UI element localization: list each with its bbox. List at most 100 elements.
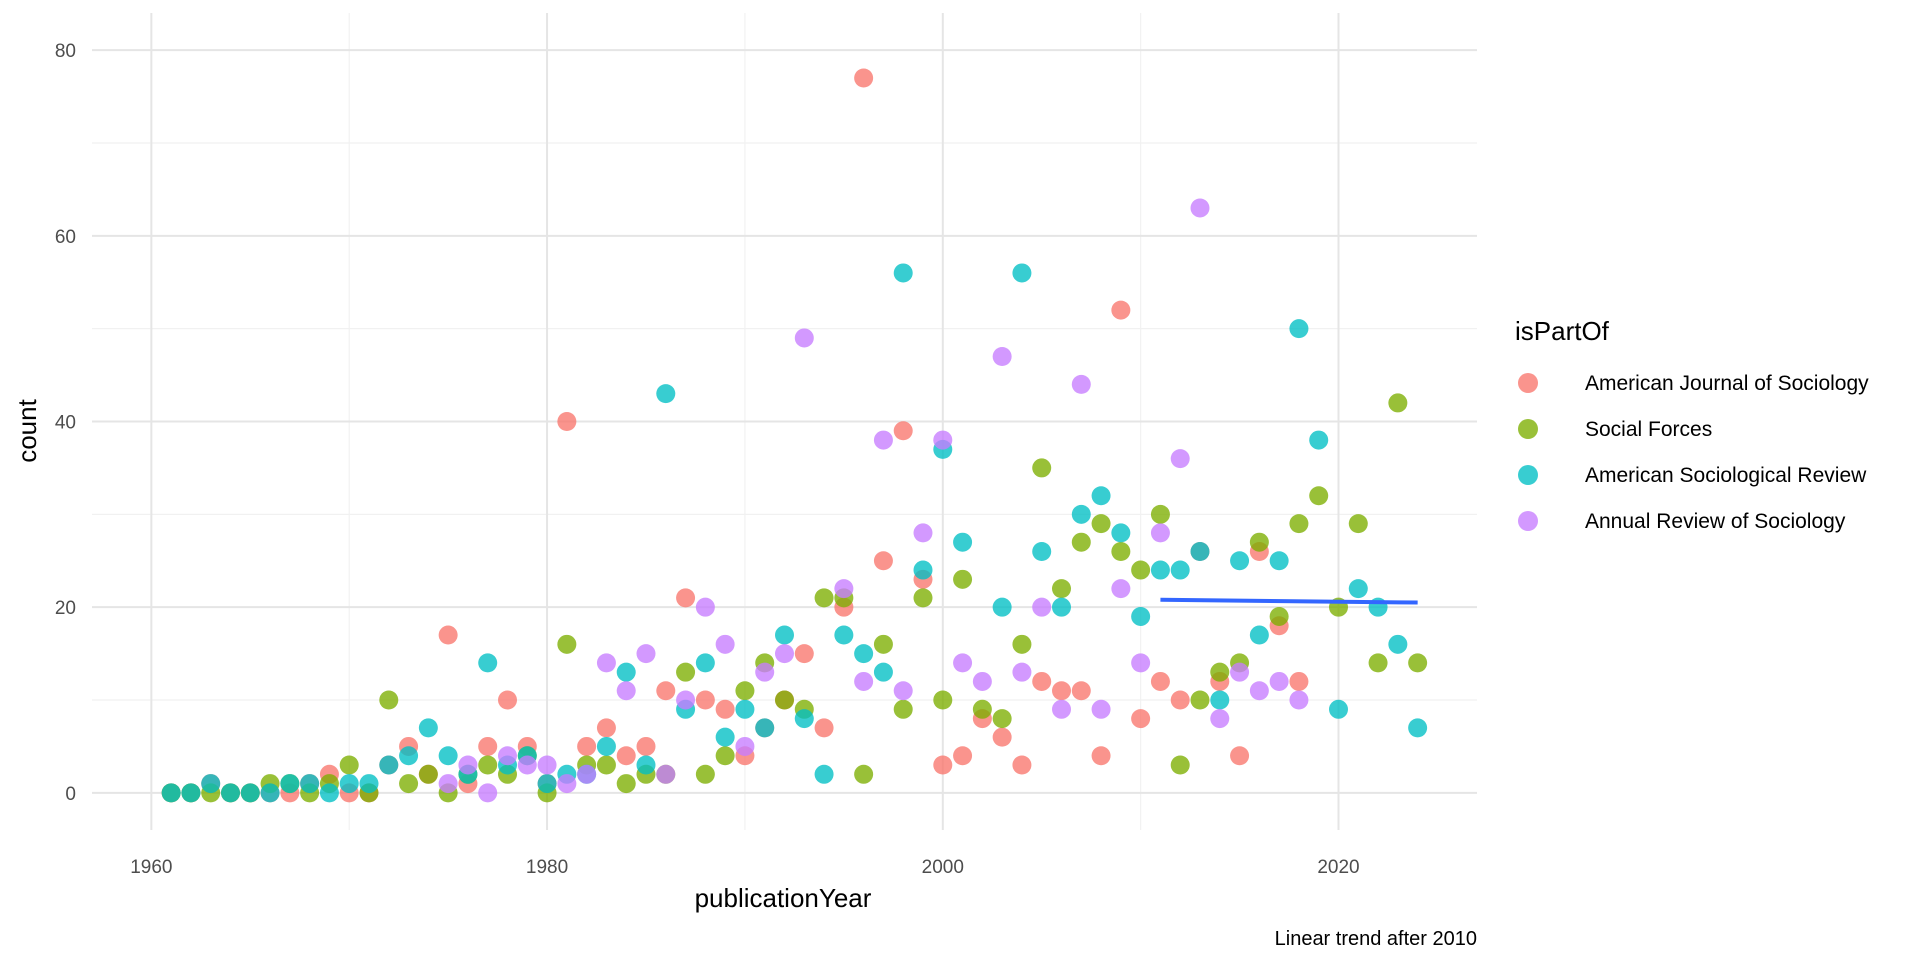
- data-point-social-forces: [972, 699, 992, 719]
- data-point-social-forces: [695, 764, 715, 784]
- data-point-american-sociological-review: [1348, 579, 1368, 599]
- data-point-american-sociological-review: [240, 783, 260, 803]
- data-point-american-journal-of-sociology: [953, 746, 973, 766]
- data-point-american-sociological-review: [1230, 551, 1250, 571]
- data-point-american-sociological-review: [953, 532, 973, 552]
- x-tick-label: 2000: [922, 857, 964, 878]
- data-point-social-forces: [715, 746, 735, 766]
- data-point-annual-review-of-sociology: [458, 755, 478, 775]
- data-point-american-sociological-review: [893, 263, 913, 283]
- data-point-annual-review-of-sociology: [735, 736, 755, 756]
- data-point-social-forces: [1210, 662, 1230, 682]
- data-point-annual-review-of-sociology: [1249, 681, 1269, 701]
- data-point-american-journal-of-sociology: [794, 644, 814, 664]
- legend-key: [1518, 419, 1538, 439]
- data-point-social-forces: [1408, 653, 1428, 673]
- data-point-american-journal-of-sociology: [1131, 709, 1151, 729]
- data-point-american-sociological-review: [596, 736, 616, 756]
- data-point-american-sociological-review: [359, 774, 379, 794]
- data-point-social-forces: [735, 681, 755, 701]
- data-point-social-forces: [596, 755, 616, 775]
- data-point-american-sociological-review: [715, 727, 735, 747]
- data-point-annual-review-of-sociology: [873, 430, 893, 450]
- y-tick-label: 20: [55, 598, 76, 619]
- data-point-american-journal-of-sociology: [596, 718, 616, 738]
- data-point-american-sociological-review: [814, 764, 834, 784]
- data-point-social-forces: [1150, 504, 1170, 524]
- data-point-american-sociological-review: [1190, 541, 1210, 561]
- data-point-american-sociological-review: [1052, 597, 1071, 617]
- data-point-american-sociological-review: [1032, 541, 1052, 561]
- data-point-annual-review-of-sociology: [775, 644, 794, 664]
- data-point-social-forces: [1269, 606, 1289, 626]
- data-point-social-forces: [775, 690, 794, 710]
- y-axis-title: count: [12, 398, 42, 462]
- data-point-american-sociological-review: [319, 783, 339, 803]
- trend-layer: [1160, 597, 1418, 605]
- data-point-social-forces: [379, 690, 399, 710]
- data-point-social-forces: [557, 634, 577, 654]
- data-point-american-journal-of-sociology: [1170, 690, 1190, 710]
- tick-labels: 1960 1980 2000 2020 0 20 40 60 80: [55, 41, 1360, 878]
- data-point-american-sociological-review: [280, 774, 300, 794]
- data-point-american-sociological-review: [181, 783, 201, 803]
- data-point-annual-review-of-sociology: [498, 746, 517, 766]
- data-point-annual-review-of-sociology: [755, 662, 775, 682]
- data-point-american-sociological-review: [656, 384, 676, 404]
- legend-label: American Journal of Sociology: [1585, 372, 1869, 395]
- data-points: [161, 68, 1428, 803]
- data-point-american-sociological-review: [1091, 486, 1111, 506]
- data-point-annual-review-of-sociology: [557, 774, 577, 794]
- data-point-annual-review-of-sociology: [913, 523, 933, 543]
- data-point-american-sociological-review: [854, 644, 874, 664]
- trend-line: [1160, 597, 1418, 605]
- data-point-annual-review-of-sociology: [636, 644, 656, 664]
- data-point-american-journal-of-sociology: [478, 736, 498, 756]
- legend: isPartOf American Journal of Sociology So…: [1515, 316, 1869, 533]
- data-point-annual-review-of-sociology: [537, 755, 557, 775]
- data-point-american-journal-of-sociology: [498, 690, 517, 710]
- x-tick-label: 2020: [1317, 857, 1359, 878]
- chart-caption: Linear trend after 2010: [1275, 928, 1477, 950]
- data-point-annual-review-of-sociology: [1289, 690, 1309, 710]
- data-point-american-journal-of-sociology: [557, 412, 577, 431]
- data-point-social-forces: [418, 764, 438, 784]
- data-point-american-sociological-review: [1071, 504, 1091, 524]
- data-point-annual-review-of-sociology: [1131, 653, 1151, 673]
- data-point-american-sociological-review: [1309, 430, 1329, 450]
- data-point-annual-review-of-sociology: [834, 579, 854, 599]
- legend-label: Social Forces: [1585, 418, 1712, 441]
- data-point-social-forces: [1111, 541, 1131, 561]
- data-point-annual-review-of-sociology: [438, 774, 458, 794]
- data-point-american-sociological-review: [1150, 560, 1170, 580]
- x-axis-title: publicationYear: [695, 883, 872, 913]
- data-point-social-forces: [1131, 560, 1151, 580]
- legend-key: [1518, 465, 1538, 485]
- data-point-social-forces: [399, 774, 419, 794]
- data-point-american-journal-of-sociology: [854, 68, 874, 88]
- data-point-social-forces: [1368, 653, 1388, 673]
- data-point-social-forces: [1289, 514, 1309, 534]
- data-point-annual-review-of-sociology: [1150, 523, 1170, 543]
- data-point-american-sociological-review: [1170, 560, 1190, 580]
- data-point-american-sociological-review: [1388, 634, 1408, 654]
- data-point-american-sociological-review: [300, 774, 320, 794]
- data-point-social-forces: [616, 774, 636, 794]
- data-point-american-journal-of-sociology: [1012, 755, 1032, 775]
- data-point-social-forces: [1309, 486, 1329, 506]
- data-point-american-journal-of-sociology: [1111, 300, 1131, 320]
- data-point-annual-review-of-sociology: [596, 653, 616, 673]
- data-point-social-forces: [1071, 532, 1091, 552]
- data-point-american-journal-of-sociology: [1289, 671, 1309, 691]
- data-point-american-journal-of-sociology: [1071, 681, 1091, 701]
- data-point-american-journal-of-sociology: [438, 625, 458, 645]
- data-point-annual-review-of-sociology: [1269, 671, 1289, 691]
- data-point-american-sociological-review: [794, 709, 814, 729]
- data-point-social-forces: [814, 588, 834, 608]
- data-point-social-forces: [676, 662, 696, 682]
- data-point-american-sociological-review: [418, 718, 438, 738]
- y-tick-label: 40: [55, 413, 76, 434]
- data-point-social-forces: [1012, 634, 1032, 654]
- data-point-american-sociological-review: [537, 774, 557, 794]
